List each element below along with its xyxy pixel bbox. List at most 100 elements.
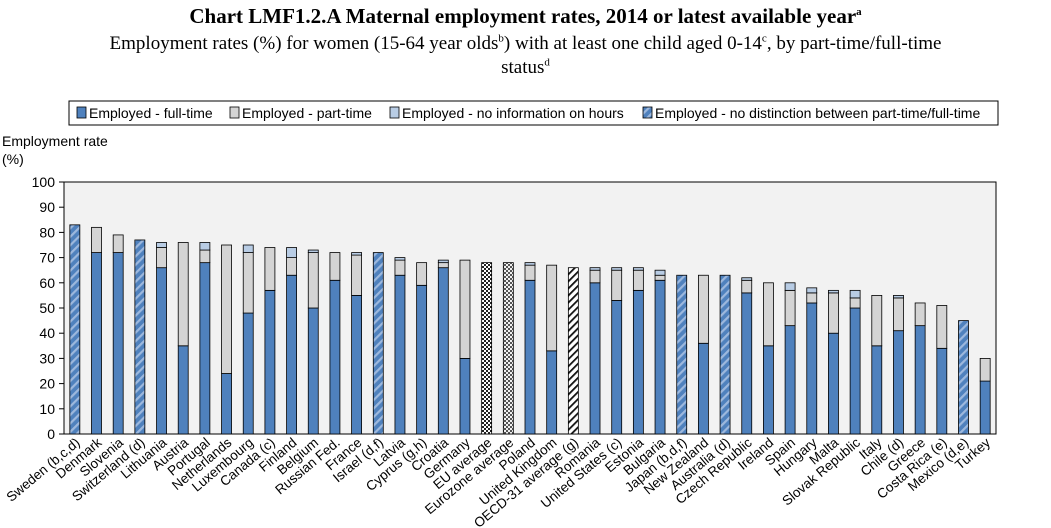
y-tick-label: 60 <box>39 275 55 291</box>
bar-segment <box>806 287 818 294</box>
bar-segment <box>589 267 601 271</box>
bar-segment <box>112 234 124 253</box>
y-tick-label: 70 <box>39 250 55 266</box>
bar-segment <box>524 264 536 281</box>
bar-segment <box>459 259 471 359</box>
bar-segment <box>763 345 774 435</box>
bar-segment <box>697 342 709 435</box>
bar-segment <box>589 269 601 284</box>
bar-segment <box>697 274 709 344</box>
bar-segment <box>459 357 471 435</box>
legend-swatch-nodistinction <box>642 106 653 119</box>
bar-segment <box>979 357 991 382</box>
y-tick-label: 50 <box>39 300 55 316</box>
y-tick-label: 100 <box>32 174 56 190</box>
bar-segment <box>156 242 167 248</box>
bar-segment <box>806 292 818 304</box>
bar-segment <box>893 330 904 435</box>
bar-segment <box>329 252 341 281</box>
bar-segment <box>394 274 406 435</box>
bar-segment <box>264 289 276 435</box>
bar-segment <box>784 325 796 435</box>
bar-segment <box>437 262 449 269</box>
bar-segment <box>741 277 753 281</box>
bar-segment <box>437 267 449 435</box>
bar-segment <box>134 239 146 435</box>
legend-label-parttime: Employed - part-time <box>242 105 372 121</box>
bar-segment <box>611 300 623 435</box>
bar-segment <box>589 282 601 435</box>
bar-segment <box>676 274 688 435</box>
bar-segment <box>958 320 969 435</box>
bar-segment <box>69 224 81 435</box>
bar-segment <box>741 292 753 435</box>
bar-segment <box>654 279 666 435</box>
bar-segment <box>632 289 644 435</box>
bar-segment <box>914 325 926 435</box>
bar-segment <box>351 254 363 296</box>
bar-segment <box>112 252 124 435</box>
bar-segment <box>546 350 558 435</box>
bars <box>69 224 991 435</box>
bar-segment <box>156 247 167 269</box>
chart-legend: Employed - full-time Employed - part-tim… <box>68 100 999 126</box>
legend-swatch-noinfo <box>389 106 400 119</box>
y-axis-title-line2: (%) <box>2 151 24 167</box>
bar-segment <box>242 244 254 253</box>
bar-segment <box>979 380 991 435</box>
bar-segment <box>871 345 883 435</box>
bar-segment <box>394 257 406 261</box>
bar-segment <box>632 269 644 291</box>
bar-segment <box>177 242 189 347</box>
bar-segment <box>654 269 666 276</box>
legend-label-fulltime: Employed - full-time <box>89 105 213 121</box>
bar-segment <box>394 259 406 276</box>
legend-label-nodistinction: Employed - no distinction between part-t… <box>655 105 980 121</box>
bar-segment <box>307 252 319 309</box>
bar-segment <box>611 269 623 301</box>
bar-segment <box>177 345 189 435</box>
bar-segment <box>719 274 731 435</box>
bar-segment <box>199 262 211 435</box>
bar-segment <box>784 282 796 291</box>
bar-segment <box>893 297 904 332</box>
y-axis-title-line1: Employment rate <box>2 133 108 149</box>
bar-segment <box>156 267 167 435</box>
bar-segment <box>567 267 579 435</box>
bar-segment <box>372 252 384 435</box>
bar-segment <box>741 279 753 294</box>
bar-segment <box>416 284 428 435</box>
y-tick-label: 20 <box>39 376 55 392</box>
bar-segment <box>307 249 319 253</box>
bar-segment <box>871 294 883 347</box>
bar-segment <box>307 307 319 435</box>
bar-segment <box>828 292 839 334</box>
bar-segment <box>286 257 297 276</box>
y-tick-label: 10 <box>39 401 55 417</box>
bar-segment <box>286 247 297 259</box>
bar-segment <box>936 347 948 435</box>
y-tick-label: 80 <box>39 224 55 240</box>
y-tick-label: 0 <box>47 426 55 442</box>
bar-segment <box>828 289 839 294</box>
bar-segment <box>329 279 341 435</box>
legend-swatch-parttime <box>229 106 240 119</box>
y-tick-label: 40 <box>39 325 55 341</box>
bar-segment <box>264 247 276 291</box>
bar-segment <box>654 274 666 281</box>
bar-segment <box>481 262 493 435</box>
chart-title: Chart LMF1.2.A Maternal employment rates… <box>189 4 862 28</box>
bar-segment <box>502 262 514 435</box>
y-tick-label: 30 <box>39 350 55 366</box>
bar-segment <box>416 262 428 286</box>
legend-label-noinfo: Employed - no information on hours <box>402 105 624 121</box>
bar-segment <box>91 226 102 253</box>
bar-segment <box>806 302 818 435</box>
bar-segment <box>199 242 211 251</box>
bar-segment <box>221 373 232 435</box>
bar-segment <box>611 267 623 271</box>
legend-swatch-fulltime <box>76 106 87 119</box>
bar-segment <box>242 312 254 435</box>
bar-segment <box>546 264 558 352</box>
bar-segment <box>242 252 254 314</box>
